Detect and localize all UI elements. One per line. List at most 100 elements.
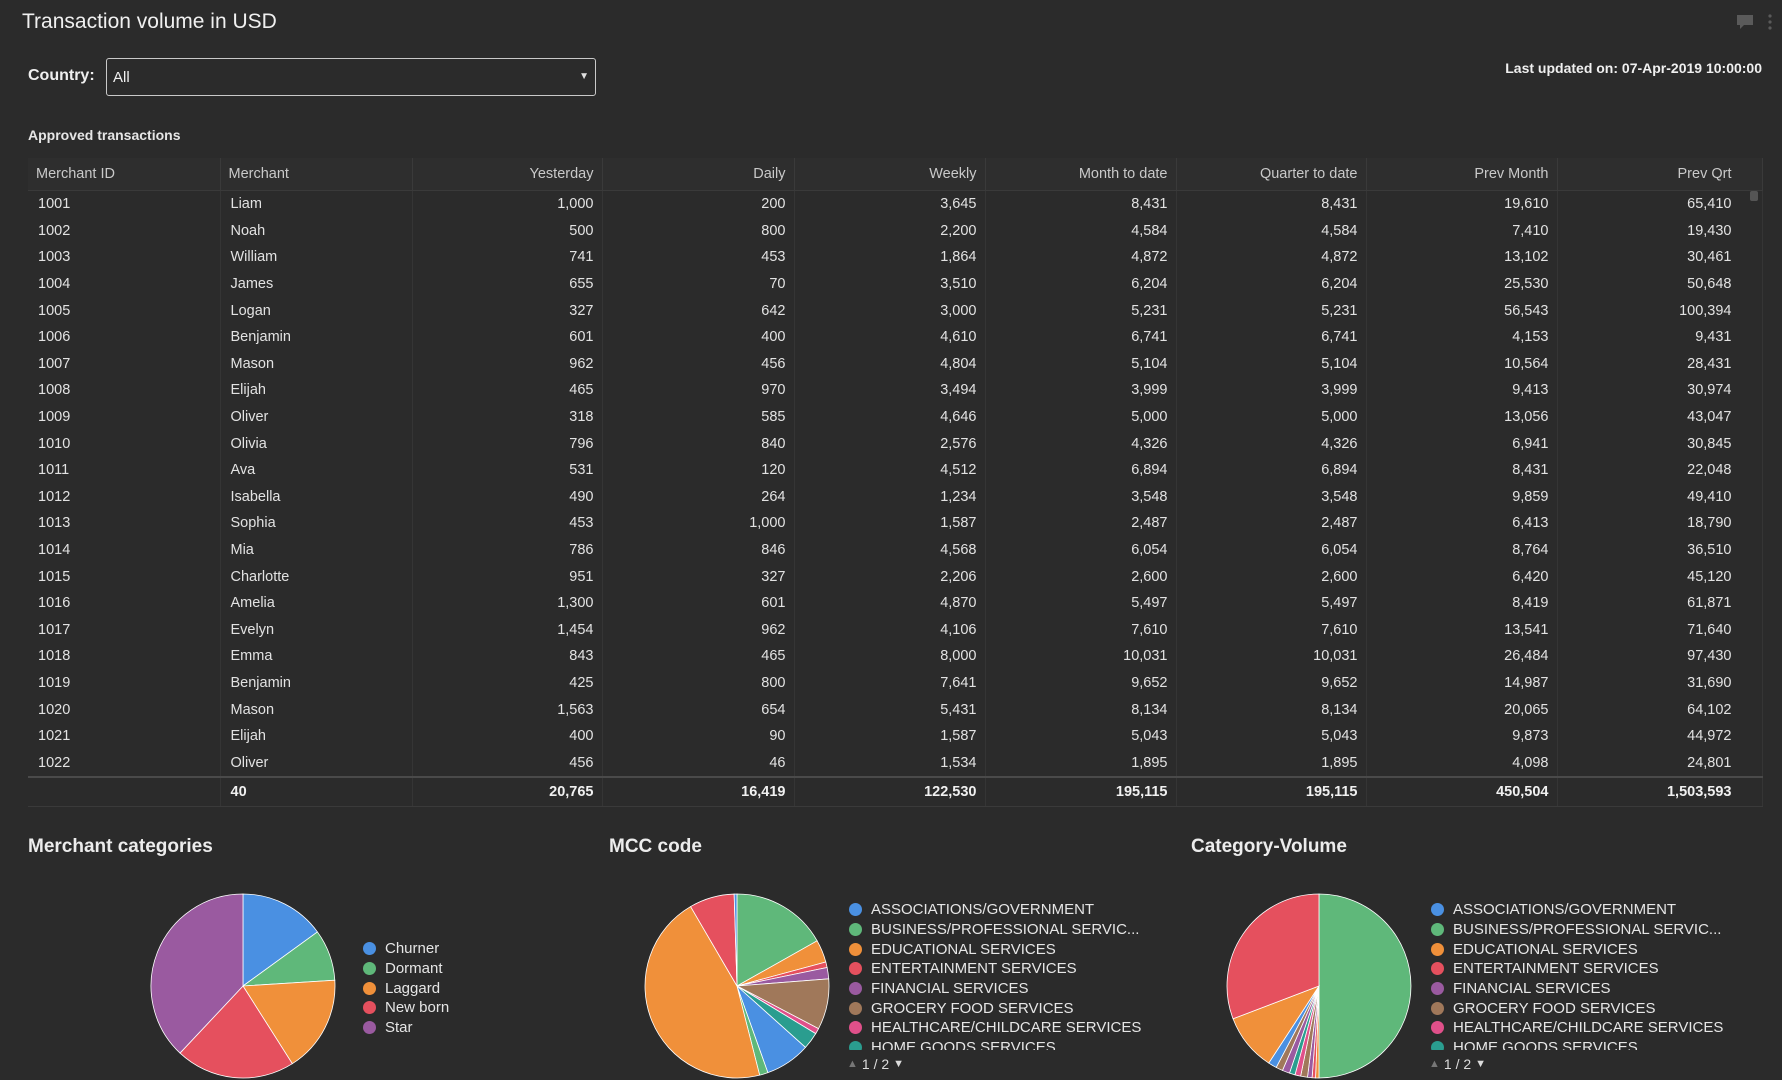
merchant-id-cell: 1020 [28, 696, 221, 723]
legend-item[interactable]: HOME GOODS SERVICES [1431, 1038, 1723, 1050]
table-totals-row: 40 20,765 16,419 122,530 195,115 195,115… [28, 776, 1763, 808]
table-scrollbar[interactable] [1750, 191, 1758, 201]
value-cell: 70 [602, 270, 795, 298]
table-section-title: Approved transactions [28, 127, 181, 143]
country-select[interactable]: All ▼ [106, 58, 596, 96]
total-cell: 122,530 [794, 776, 986, 808]
value-cell: 8,431 [1176, 190, 1367, 218]
pie-slice[interactable] [242, 893, 318, 987]
legend-item[interactable]: BUSINESS/PROFESSIONAL SERVIC... [849, 920, 1141, 940]
value-cell: 786 [412, 536, 603, 564]
column-header-prev-qrt[interactable]: Prev Qrt [1557, 158, 1763, 191]
pie-slice[interactable] [1226, 893, 1320, 1020]
pie-slice[interactable] [179, 985, 293, 1079]
table-row[interactable]: 1002 Noah 500 800 2,200 4,584 4,584 7,410 19,430 [28, 217, 1763, 245]
table-row[interactable]: 1005 Logan 327 642 3,000 5,231 5,231 56,543 100,… [28, 297, 1763, 324]
column-header-weekly[interactable]: Weekly [794, 158, 986, 191]
value-cell: 465 [602, 643, 795, 670]
table-row[interactable]: 1001 Liam 1,000 200 3,645 8,431 8,431 19,610 65,… [28, 190, 1763, 218]
page-down-icon[interactable]: ▼ [1475, 1058, 1487, 1070]
legend-item[interactable]: Laggard [363, 978, 449, 998]
value-cell: 36,510 [1557, 536, 1763, 564]
column-header-prev-month[interactable]: Prev Month [1366, 158, 1558, 191]
value-cell: 7,610 [1176, 616, 1367, 644]
legend-item[interactable]: EDUCATIONAL SERVICES [1431, 939, 1723, 959]
merchant-id-cell: 1018 [28, 643, 221, 670]
table-row[interactable]: 1020 Mason 1,563 654 5,431 8,134 8,134 20,065 64… [28, 696, 1763, 723]
legend-item[interactable]: New born [363, 998, 449, 1018]
value-cell: 200 [602, 190, 795, 218]
pie-slice[interactable] [1318, 893, 1412, 1079]
pager-text: 1 / 2 [1443, 1056, 1472, 1072]
value-cell: 1,454 [412, 616, 603, 644]
legend-item[interactable]: EDUCATIONAL SERVICES [849, 939, 1141, 959]
value-cell: 400 [412, 722, 603, 750]
legend-item[interactable]: FINANCIAL SERVICES [1431, 979, 1723, 999]
table-row[interactable]: 1012 Isabella 490 264 1,234 3,548 3,548 9,859 49… [28, 483, 1763, 511]
table-row[interactable]: 1011 Ava 531 120 4,512 6,894 6,894 8,431 22,048 [28, 456, 1763, 484]
table-row[interactable]: 1016 Amelia 1,300 601 4,870 5,497 5,497 8,419 61… [28, 589, 1763, 617]
column-header-yesterday[interactable]: Yesterday [412, 158, 603, 191]
value-cell: 9,859 [1366, 483, 1558, 511]
legend-item[interactable]: GROCERY FOOD SERVICES [1431, 998, 1723, 1018]
pie-slice[interactable] [150, 893, 244, 1054]
table-row[interactable]: 1017 Evelyn 1,454 962 4,106 7,610 7,610 13,541 7… [28, 616, 1763, 644]
column-header-month-to-date[interactable]: Month to date [985, 158, 1177, 191]
legend-item[interactable]: ASSOCIATIONS/GOVERNMENT [849, 900, 1141, 920]
value-cell: 1,587 [794, 510, 986, 537]
pie-slice[interactable] [644, 906, 761, 1079]
page-up-icon[interactable]: ▲ [1429, 1058, 1440, 1070]
legend-item[interactable]: Churner [363, 939, 449, 959]
more-options-icon[interactable] [1768, 14, 1772, 30]
pie-slice[interactable] [736, 893, 818, 987]
legend-item[interactable]: Dormant [363, 959, 449, 979]
value-cell: 90 [602, 722, 795, 750]
value-cell: 962 [412, 350, 603, 378]
legend-item[interactable]: GROCERY FOOD SERVICES [849, 998, 1141, 1018]
page-up-icon[interactable]: ▲ [847, 1058, 858, 1070]
legend-item[interactable]: FINANCIAL SERVICES [849, 979, 1141, 999]
legend-swatch [849, 923, 862, 937]
pie-slice[interactable] [733, 893, 738, 987]
table-row[interactable]: 1004 James 655 70 3,510 6,204 6,204 25,530 50,64… [28, 270, 1763, 298]
column-header-daily[interactable]: Daily [602, 158, 795, 191]
value-cell: 1,000 [602, 510, 795, 537]
legend-item[interactable]: ASSOCIATIONS/GOVERNMENT [1431, 900, 1723, 920]
legend-item[interactable]: BUSINESS/PROFESSIONAL SERVIC... [1431, 920, 1723, 940]
table-row[interactable]: 1022 Oliver 456 46 1,534 1,895 1,895 4,098 24,80… [28, 749, 1763, 778]
table-row[interactable]: 1014 Mia 786 846 4,568 6,054 6,054 8,764 36,510 [28, 536, 1763, 564]
merchant-id-cell: 1003 [28, 244, 221, 271]
legend-item[interactable]: Star [363, 1018, 449, 1038]
table-row[interactable]: 1010 Olivia 796 840 2,576 4,326 4,326 6,941 30,8… [28, 430, 1763, 457]
value-cell: 5,000 [1176, 403, 1367, 431]
value-cell: 61,871 [1557, 589, 1763, 617]
page-down-icon[interactable]: ▼ [893, 1058, 905, 1070]
table-row[interactable]: 1003 William 741 453 1,864 4,872 4,872 13,102 30… [28, 244, 1763, 271]
value-cell: 13,056 [1366, 403, 1558, 431]
legend-item[interactable]: ENTERTAINMENT SERVICES [1431, 959, 1723, 979]
column-header-merchant-id[interactable]: Merchant ID [28, 158, 221, 191]
value-cell: 2,600 [1176, 563, 1367, 590]
value-cell: 4,610 [794, 323, 986, 351]
table-row[interactable]: 1018 Emma 843 465 8,000 10,031 10,031 26,484 97,… [28, 643, 1763, 670]
legend-item[interactable]: HOME GOODS SERVICES [849, 1038, 1141, 1050]
legend-item[interactable]: HEALTHCARE/CHILDCARE SERVICES [849, 1018, 1141, 1038]
legend-item[interactable]: HEALTHCARE/CHILDCARE SERVICES [1431, 1018, 1723, 1038]
column-header-quarter-to-date[interactable]: Quarter to date [1176, 158, 1367, 191]
table-row[interactable]: 1007 Mason 962 456 4,804 5,104 5,104 10,564 28,4… [28, 350, 1763, 378]
pager-text: 1 / 2 [861, 1056, 890, 1072]
pie-slice[interactable] [242, 979, 336, 1065]
legend-item[interactable]: ENTERTAINMENT SERVICES [849, 959, 1141, 979]
table-row[interactable]: 1015 Charlotte 951 327 2,206 2,600 2,600 6,420 4… [28, 563, 1763, 590]
column-header-merchant[interactable]: Merchant [220, 158, 413, 191]
comment-icon[interactable] [1736, 14, 1754, 30]
table-row[interactable]: 1006 Benjamin 601 400 4,610 6,741 6,741 4,153 9,… [28, 323, 1763, 351]
table-row[interactable]: 1013 Sophia 453 1,000 1,587 2,487 2,487 6,413 18… [28, 510, 1763, 537]
merchant-name-cell: Elijah [220, 377, 413, 404]
legend-label: GROCERY FOOD SERVICES [871, 999, 1074, 1017]
table-row[interactable]: 1021 Elijah 400 90 1,587 5,043 5,043 9,873 44,97… [28, 722, 1763, 750]
table-row[interactable]: 1009 Oliver 318 585 4,646 5,000 5,000 13,056 43,… [28, 403, 1763, 431]
table-row[interactable]: 1008 Elijah 465 970 3,494 3,999 3,999 9,413 30,9… [28, 377, 1763, 404]
table-row[interactable]: 1019 Benjamin 425 800 7,641 9,652 9,652 14,987 3… [28, 669, 1763, 697]
value-cell: 7,610 [985, 616, 1177, 644]
